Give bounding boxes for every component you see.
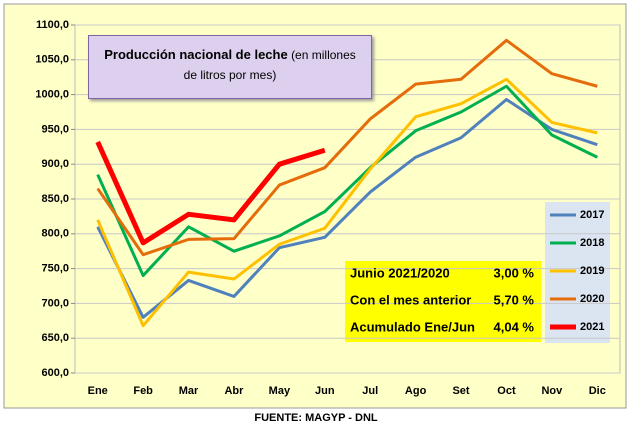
x-tick-label: Feb: [133, 385, 153, 397]
x-tick-label: Abr: [224, 385, 244, 397]
annotation-label: Junio 2021/2020: [350, 265, 450, 280]
x-tick-label: Oct: [497, 385, 516, 397]
source: FUENTE: MAGYP - DNL: [254, 412, 378, 424]
x-tick-label: Jul: [362, 385, 378, 397]
y-tick-label: 950,0: [41, 123, 69, 135]
x-tick-label: Nov: [541, 385, 563, 397]
y-tick-label: 600,0: [41, 367, 69, 379]
series-line: [96, 84, 598, 278]
x-tick-label: Dic: [589, 385, 606, 397]
x-tick-label: Set: [452, 385, 469, 397]
y-tick-label: 1000,0: [35, 89, 69, 101]
y-tick-label: 900,0: [41, 158, 69, 170]
legend-label: 2017: [580, 209, 604, 221]
chart-title: Producción nacional de leche: [104, 47, 288, 62]
legend-label: 2019: [580, 265, 604, 277]
annotation-label: Con el mes anterior: [350, 292, 471, 307]
x-tick-label: May: [269, 385, 291, 397]
title-box: Producción nacional de leche (en millone…: [88, 35, 372, 99]
subtitle: (en millones de litros por mes): [183, 48, 356, 82]
y-tick-label: 850,0: [41, 193, 69, 205]
series-line: [95, 140, 326, 246]
x-tick-label: Ago: [405, 385, 427, 397]
x-tick-label: Mar: [179, 385, 199, 397]
annotation-value: 5,70 %: [494, 292, 535, 307]
y-tick-label: 700,0: [41, 297, 69, 309]
y-tick-label: 650,0: [41, 332, 69, 344]
annotation-value: 4,04 %: [494, 319, 535, 334]
x-tick-label: Jun: [315, 385, 335, 397]
annotation-box: [345, 261, 541, 342]
series-line: [96, 77, 598, 328]
series-line: [96, 38, 598, 257]
annotation-label: Acumulado Ene/Jun: [350, 319, 475, 334]
legend-label: 2021: [580, 321, 604, 333]
y-tick-label: 750,0: [41, 263, 69, 275]
y-tick-label: 1050,0: [35, 54, 69, 66]
y-tick-label: 1100,0: [36, 19, 69, 31]
legend-label: 2018: [580, 237, 604, 249]
x-tick-label: Ene: [88, 385, 108, 397]
series-line: [96, 97, 598, 319]
annotation-value: 3,00 %: [494, 265, 535, 280]
y-tick-label: 800,0: [41, 228, 69, 240]
legend-label: 2020: [580, 293, 604, 305]
